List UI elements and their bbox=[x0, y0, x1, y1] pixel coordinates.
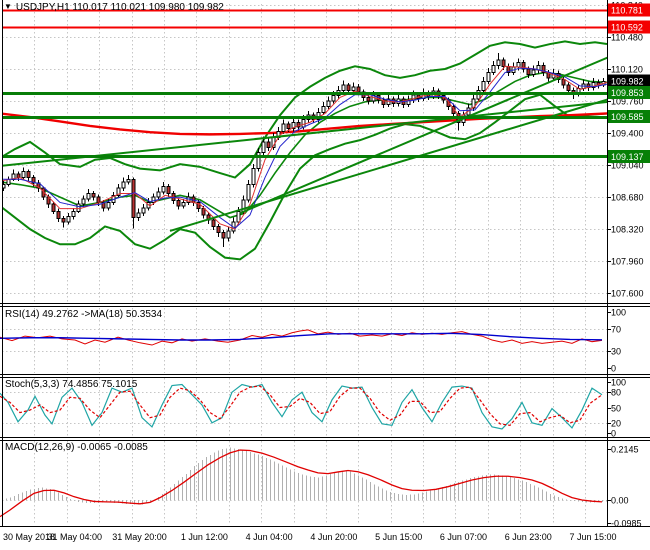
svg-text:108.320: 108.320 bbox=[611, 225, 644, 235]
svg-text:31 May 04:00: 31 May 04:00 bbox=[48, 532, 103, 542]
stoch-label: Stoch(5,3,3) 74.4856 75.1015 bbox=[5, 379, 138, 390]
time-axis[interactable] bbox=[0, 528, 650, 550]
svg-text:109.853: 109.853 bbox=[611, 88, 644, 98]
symbol-ohlc-text: USDJPY,H1 110.017 110.021 109.980 109.98… bbox=[15, 2, 224, 13]
chart-header: ▼ USDJPY,H1 110.017 110.021 109.980 109.9… bbox=[4, 2, 224, 13]
svg-text:4 Jun 04:00: 4 Jun 04:00 bbox=[246, 532, 293, 542]
svg-text:109.040: 109.040 bbox=[611, 161, 644, 171]
macd-label: MACD(12,26,9) -0.0065 -0.0085 bbox=[5, 442, 148, 453]
svg-text:-0.0985: -0.0985 bbox=[611, 519, 642, 529]
svg-text:110.120: 110.120 bbox=[611, 65, 643, 75]
rsi-label: RSI(14) 49.2762 ->MA(18) 50.3534 bbox=[5, 309, 163, 320]
svg-text:109.760: 109.760 bbox=[611, 97, 644, 107]
svg-text:110.592: 110.592 bbox=[611, 22, 643, 32]
svg-text:50: 50 bbox=[611, 404, 621, 414]
svg-text:70: 70 bbox=[611, 325, 621, 335]
svg-text:109.585: 109.585 bbox=[611, 112, 644, 122]
svg-text:31 May 20:00: 31 May 20:00 bbox=[112, 532, 167, 542]
svg-text:108.680: 108.680 bbox=[611, 193, 644, 203]
svg-text:109.982: 109.982 bbox=[611, 77, 644, 87]
svg-text:107.600: 107.600 bbox=[611, 289, 644, 299]
symbol-dropdown-icon[interactable]: ▼ bbox=[4, 2, 12, 11]
svg-text:0.00: 0.00 bbox=[611, 496, 629, 506]
svg-text:100: 100 bbox=[611, 308, 626, 318]
svg-text:80: 80 bbox=[611, 388, 621, 398]
svg-text:110.480: 110.480 bbox=[611, 33, 643, 43]
svg-text:109.400: 109.400 bbox=[611, 129, 644, 139]
svg-text:6 Jun 23:00: 6 Jun 23:00 bbox=[505, 532, 552, 542]
svg-text:5 Jun 15:00: 5 Jun 15:00 bbox=[375, 532, 422, 542]
svg-text:4 Jun 20:00: 4 Jun 20:00 bbox=[310, 532, 357, 542]
svg-text:109.137: 109.137 bbox=[611, 152, 644, 162]
svg-text:0: 0 bbox=[611, 364, 616, 374]
svg-text:30: 30 bbox=[611, 347, 621, 357]
svg-text:30 May 2018: 30 May 2018 bbox=[3, 532, 55, 542]
svg-text:0.2145: 0.2145 bbox=[611, 445, 639, 455]
svg-text:100: 100 bbox=[611, 378, 626, 388]
svg-text:107.960: 107.960 bbox=[611, 257, 644, 267]
svg-text:0: 0 bbox=[611, 429, 616, 439]
svg-text:110.781: 110.781 bbox=[611, 6, 643, 16]
svg-text:1 Jun 12:00: 1 Jun 12:00 bbox=[181, 532, 228, 542]
price-axis[interactable] bbox=[607, 0, 650, 527]
svg-text:20: 20 bbox=[611, 419, 621, 429]
svg-text:6 Jun 07:00: 6 Jun 07:00 bbox=[440, 532, 487, 542]
svg-text:7 Jun 15:00: 7 Jun 15:00 bbox=[569, 532, 616, 542]
